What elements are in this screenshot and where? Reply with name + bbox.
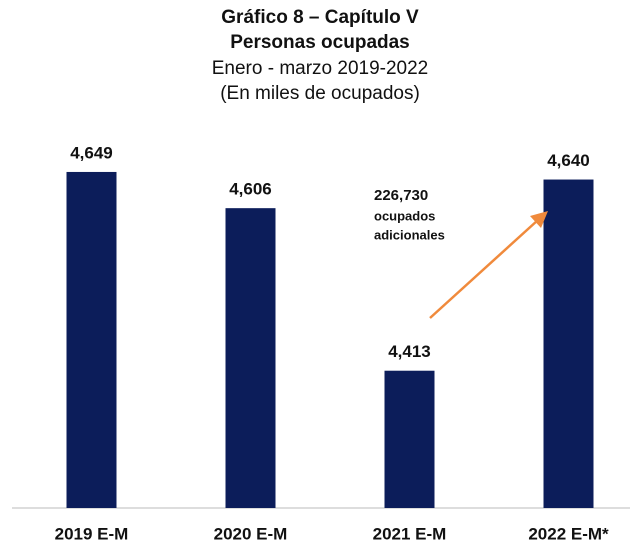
annotation: ocupados [374,208,435,223]
annotation-arrow [429,219,539,319]
chart-subtitle: Enero - marzo 2019-2022 [212,58,429,79]
x-tick-label: 2020 E-M [214,524,288,543]
bar [225,208,276,508]
data-label: 4,640 [547,151,590,170]
data-label: 4,649 [70,143,113,162]
chart-subtitle: (En miles de ocupados) [220,83,420,104]
bar [543,179,594,509]
data-label: 4,413 [388,342,431,361]
bar [384,370,435,508]
chart-title: Gráfico 8 – Capítulo V [221,7,419,28]
x-tick-label: 2021 E-M [373,524,447,543]
data-label: 4,606 [229,180,272,199]
x-tick-label: 2022 E-M* [528,524,609,543]
chart-title: Personas ocupadas [230,32,410,53]
annotation: adicionales [374,227,445,242]
annotation: 226,730 [374,187,428,204]
x-tick-label: 2019 E-M [55,524,129,543]
annotation-arrowhead [530,211,548,228]
bar [66,171,117,508]
